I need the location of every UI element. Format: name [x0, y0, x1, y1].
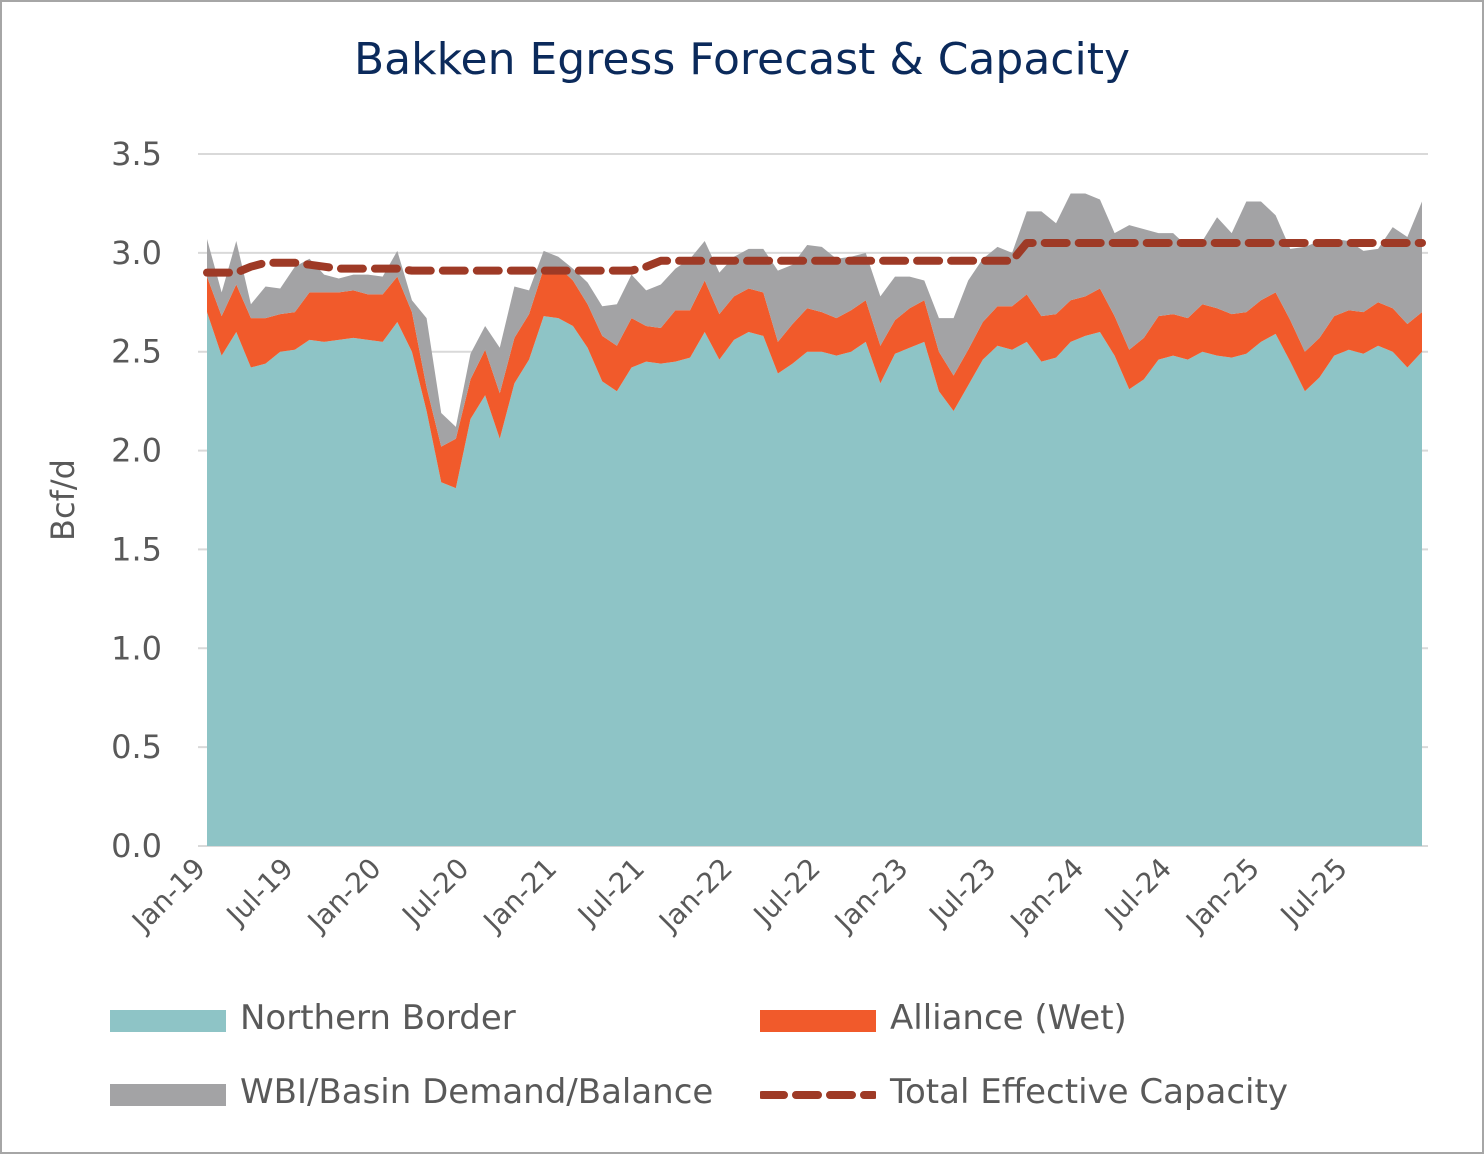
- area-northern-border: [207, 312, 1422, 846]
- x-tick-label: Jul-20: [394, 852, 475, 933]
- legend-swatch-alliance: [760, 1010, 876, 1032]
- y-tick-labels: 0.0 0.5 1.0 1.5 2.0 2.5 3.0 3.5: [111, 135, 162, 865]
- legend-label-wbi: WBI/Basin Demand/Balance: [240, 1072, 714, 1112]
- legend-swatch-capacity: [760, 1091, 876, 1099]
- y-tick-label: 2.5: [111, 333, 162, 371]
- x-tick-label: Jul-22: [746, 852, 827, 933]
- x-tick-labels: Jan-19 Jul-19 Jan-20 Jul-20 Jan-21 Jul-21 Jan-…: [124, 852, 1353, 940]
- x-tick-label: Jan-21: [476, 852, 564, 940]
- chart-plot: 0.0 0.5 1.0 1.5 2.0 2.5 3.0 3.5 Jan-19 Jul-19 Jan…: [44, 135, 1428, 940]
- x-tick-label: Jan-23: [827, 852, 915, 940]
- area-wbi-basin-demand-balance: [207, 193, 1422, 447]
- y-axis-label: Bcf/d: [44, 459, 82, 541]
- area-series: [207, 193, 1422, 846]
- x-tick-label: Jul-23: [921, 852, 1002, 933]
- chart-title: Bakken Egress Forecast & Capacity: [354, 34, 1130, 85]
- y-tick-label: 0.5: [111, 728, 162, 766]
- x-tick-label: Jul-25: [1273, 852, 1354, 933]
- y-tick-label: 3.5: [111, 135, 162, 173]
- x-tick-label: Jan-24: [1003, 852, 1091, 940]
- legend-label-northern-border: Northern Border: [240, 998, 516, 1038]
- y-tick-label: 3.0: [111, 234, 162, 272]
- x-tick-label: Jan-22: [651, 852, 739, 940]
- line-total-effective-capacity: [203, 238, 1426, 277]
- y-tick-label: 1.5: [111, 530, 162, 568]
- y-tick-label: 0.0: [111, 827, 162, 865]
- x-tick-label: Jan-25: [1178, 852, 1266, 940]
- x-tick-label: Jul-24: [1097, 852, 1178, 933]
- y-tick-label: 1.0: [111, 629, 162, 667]
- x-tick-label: Jul-19: [219, 852, 300, 933]
- legend-swatch-northern-border: [110, 1010, 226, 1032]
- legend-swatch-wbi: [110, 1084, 226, 1106]
- capacity-line: [203, 238, 1426, 277]
- x-tick-label: Jan-20: [300, 852, 388, 940]
- legend-label-alliance: Alliance (Wet): [890, 998, 1127, 1038]
- y-tick-label: 2.0: [111, 432, 162, 470]
- legend-label-capacity: Total Effective Capacity: [890, 1072, 1288, 1112]
- x-tick-label: Jul-21: [570, 852, 651, 933]
- area-alliance-wet-: [207, 266, 1422, 489]
